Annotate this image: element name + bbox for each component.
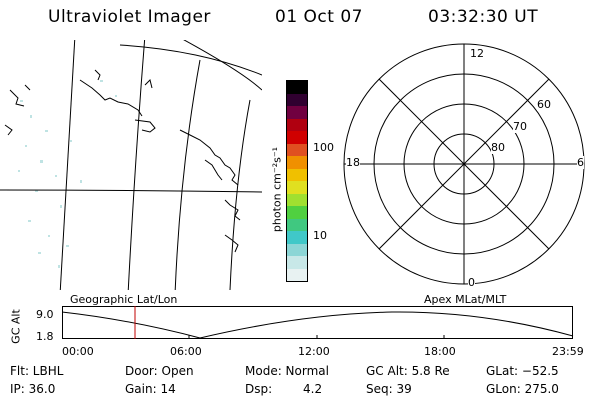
info-door: Door: Open <box>125 364 194 378</box>
info-ip: IP: 36.0 <box>10 382 56 396</box>
colorbar-segment <box>287 206 307 219</box>
orbit-left-label: Geographic Lat/Lon <box>70 293 178 306</box>
colorbar-segment <box>287 193 307 206</box>
mlt-label-bottom: 0 <box>468 276 475 289</box>
orbit-altitude-plot <box>61 306 574 339</box>
colorbar-segment <box>287 131 307 144</box>
colorbar-segment <box>287 156 307 169</box>
info-glat: GLat: −52.5 <box>486 364 559 378</box>
colorbar-segment <box>287 81 307 94</box>
mlt-label-top: 12 <box>470 47 484 60</box>
colorbar-tick-100: 100 <box>313 141 334 154</box>
colorbar-segment <box>287 231 307 244</box>
geographic-map <box>0 40 262 290</box>
date-label: 01 Oct 07 <box>275 7 363 27</box>
orbit-xtick-0000: 00:00 <box>62 345 94 358</box>
info-gc-alt: GC Alt: 5.8 Re <box>366 364 450 378</box>
time-label: 03:32:30 UT <box>428 7 539 27</box>
colorbar-segment <box>287 256 307 269</box>
color-bar <box>286 80 308 282</box>
colorbar-segment <box>287 268 307 281</box>
orbit-xtick-1800: 18:00 <box>424 345 456 358</box>
colorbar-segment <box>287 93 307 106</box>
orbit-xtick-2359: 23:59 <box>552 345 584 358</box>
mlt-label-left: 18 <box>346 156 360 169</box>
lat-label-70: 70 <box>513 120 527 133</box>
lat-label-60: 60 <box>537 98 551 111</box>
orbit-ytick-high: 9.0 <box>36 308 54 321</box>
colorbar-segment <box>287 143 307 156</box>
app-title: Ultraviolet Imager <box>48 7 211 27</box>
colorbar-segment <box>287 118 307 131</box>
info-flt: Flt: LBHL <box>10 364 64 378</box>
colorbar-segment <box>287 106 307 119</box>
info-dsp-label: Dsp: <box>245 382 273 396</box>
orbit-altitude-curve <box>61 311 574 339</box>
lat-label-80: 80 <box>491 141 505 154</box>
info-mode: Mode: Normal <box>245 364 329 378</box>
colorbar-segment <box>287 181 307 194</box>
mlt-label-right: 6 <box>577 156 584 169</box>
orbit-axis-title: GC Alt <box>9 309 23 344</box>
colorbar-segment <box>287 218 307 231</box>
orbit-right-label: Apex MLat/MLT <box>424 293 507 306</box>
orbit-ytick-low: 1.8 <box>36 330 54 343</box>
colorbar-unit-label: photon cm⁻²s⁻¹ <box>270 146 284 233</box>
info-seq: Seq: 39 <box>366 382 412 396</box>
info-dsp-value: 4.2 <box>303 382 323 396</box>
colorbar-segment <box>287 243 307 256</box>
orbit-xtick-0600: 06:00 <box>170 345 202 358</box>
colorbar-tick-10: 10 <box>313 229 327 242</box>
polar-plot <box>343 43 585 285</box>
orbit-xtick-1200: 12:00 <box>298 345 330 358</box>
info-gain: Gain: 14 <box>125 382 176 396</box>
info-glon: GLon: 275.0 <box>486 382 559 396</box>
aurora-speckles <box>18 80 117 268</box>
colorbar-segment <box>287 168 307 181</box>
